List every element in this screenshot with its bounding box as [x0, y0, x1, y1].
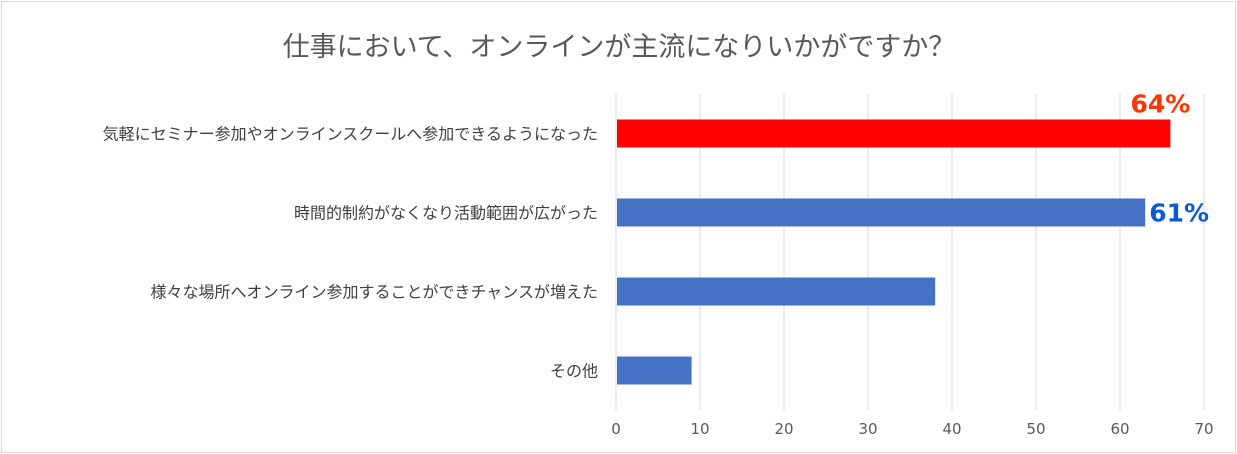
category-labels: 気軽にセミナー参加やオンラインスクールへ参加できるようになった時間的制約がなくな… [103, 125, 598, 381]
callout-label: 64% [1130, 90, 1190, 119]
category-label: 気軽にセミナー参加やオンラインスクールへ参加できるようになった [103, 125, 598, 144]
x-tick-label: 50 [1026, 420, 1045, 438]
x-tick-label: 60 [1110, 420, 1129, 438]
category-label: その他 [550, 362, 598, 381]
bar-4 [617, 356, 692, 385]
callout-labels: 64% 61% [1130, 90, 1209, 228]
category-label: 時間的制約がなくなり活動範囲が広がった [294, 204, 598, 223]
x-tick-label: 20 [774, 420, 793, 438]
x-tick-label: 10 [690, 420, 709, 438]
bar-3 [617, 277, 936, 306]
bar-1 [617, 119, 1171, 148]
x-tick-label: 30 [858, 420, 877, 438]
category-label: 様々な場所へオンライン参加することができチャンスが増えた [150, 283, 598, 302]
bar-2 [617, 198, 1146, 227]
x-tick-label: 70 [1194, 420, 1213, 438]
bar-layer [617, 119, 1171, 385]
chart-title: 仕事において、オンラインが主流になりいかがですか？ [283, 32, 956, 63]
x-axis-ticks: 0 10 20 30 40 50 60 70 [611, 420, 1213, 438]
x-tick-label: 0 [611, 420, 621, 438]
x-tick-label: 40 [942, 420, 961, 438]
callout-label: 61% [1149, 199, 1209, 228]
